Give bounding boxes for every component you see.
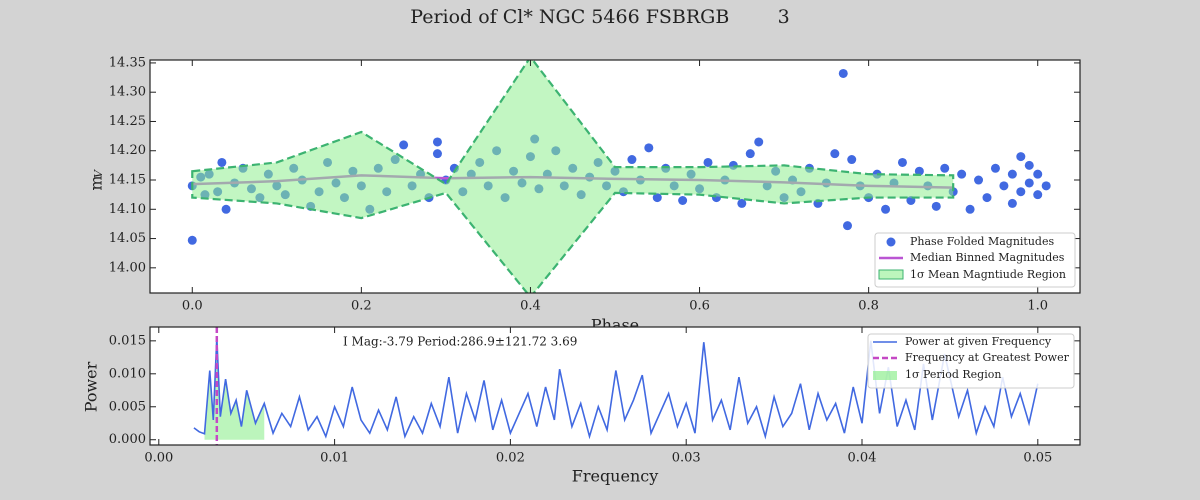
x-tick-label: 0.8 [858, 299, 879, 314]
y-tick-label: 14.15 [109, 173, 146, 188]
legend-box [867, 333, 1075, 389]
y-tick-label: 14.00 [109, 260, 146, 275]
legend: Phase Folded Magnitudes Median Binned Mag… [878, 235, 1066, 281]
data-point [217, 157, 227, 167]
x-tick-label: 0.2 [351, 299, 372, 314]
x-axis-label: Frequency [572, 467, 659, 486]
data-point [1024, 178, 1034, 188]
annotation: I Mag:-3.79 Period:286.9±121.72 3.69 [343, 335, 577, 349]
legend-label: Median Binned Magnitudes [910, 251, 1065, 264]
power-line [193, 337, 1039, 440]
legend-swatch [878, 269, 904, 280]
data-point [221, 204, 231, 214]
x-tick-label: 0.03 [672, 451, 701, 466]
data-point [652, 193, 662, 203]
plot-layer [193, 327, 1039, 445]
y-tick-label: 0.000 [109, 432, 146, 447]
data-point [1041, 181, 1051, 191]
legend-label: Power at given Frequency [905, 335, 1052, 348]
data-point [830, 149, 840, 159]
data-point [1007, 198, 1017, 208]
data-point [1024, 160, 1034, 170]
legend: Power at given Frequency Frequency at Gre… [873, 335, 1070, 381]
axes-frame [149, 59, 1081, 294]
legend-box [874, 232, 1076, 288]
data-point [1016, 187, 1026, 197]
y-tick-label: 14.35 [109, 55, 146, 70]
data-point [1033, 190, 1043, 200]
data-point [843, 221, 852, 231]
x-tick-label: 0.4 [520, 299, 541, 314]
data-point [627, 155, 637, 165]
plot-layer [187, 60, 1051, 293]
data-point [990, 163, 1000, 173]
data-point [399, 140, 409, 150]
x-tick-label: 0.02 [496, 451, 525, 466]
data-point [644, 143, 654, 153]
y-tick-label: 14.30 [109, 85, 146, 100]
y-tick-label: 0.005 [109, 399, 146, 414]
y-tick-label: 14.10 [109, 202, 146, 217]
y-tick-label: 0.015 [109, 333, 146, 348]
y-tick-label: 14.20 [109, 143, 146, 158]
y-axis-label-sub: V [92, 169, 105, 178]
x-tick-label: 0.04 [848, 451, 877, 466]
data-point [1007, 169, 1017, 179]
legend-label: 1σ Mean Magntiude Region [910, 268, 1066, 281]
x-tick-label: 0.00 [144, 451, 173, 466]
data-point [957, 169, 967, 179]
data-point [703, 157, 713, 167]
x-tick-label: 0.0 [182, 299, 203, 314]
y-axis-label: m [87, 175, 106, 190]
figure-title: Period of Cl* NGC 5466 FSBRGB 3 [410, 6, 789, 28]
data-point [914, 166, 924, 176]
data-point [754, 137, 764, 147]
data-point [847, 155, 857, 165]
data-point [838, 68, 848, 78]
legend-swatch [886, 237, 896, 247]
y-tick-label: 0.010 [109, 366, 146, 381]
axes-frame [149, 326, 1081, 446]
x-tick-label: 0.6 [689, 299, 710, 314]
data-point [897, 157, 907, 167]
y-tick-label: 14.05 [109, 231, 146, 246]
data-point [187, 235, 197, 245]
legend-label: 1σ Period Region [905, 368, 1001, 381]
x-tick-label: 0.05 [1023, 451, 1052, 466]
x-tick-label: 0.01 [320, 451, 349, 466]
data-point [965, 204, 975, 214]
data-point [737, 198, 747, 208]
data-point [432, 137, 442, 147]
data-point [1033, 169, 1043, 179]
data-point [999, 181, 1009, 191]
data-point [678, 196, 688, 206]
data-point [982, 193, 992, 203]
x-tick-label: 1.0 [1027, 299, 1048, 314]
data-point [1016, 152, 1026, 162]
data-point [940, 163, 950, 173]
legend-label: Frequency at Greatest Power [905, 351, 1070, 364]
y-axis-label: Power [82, 361, 101, 412]
data-point [931, 201, 941, 211]
data-point [881, 204, 891, 214]
data-point [974, 175, 984, 185]
legend-label: Phase Folded Magnitudes [910, 235, 1054, 248]
y-tick-label: 14.25 [109, 114, 146, 129]
data-point [745, 149, 755, 159]
data-point [432, 149, 442, 159]
legend-swatch [873, 371, 897, 380]
sigma-region [191, 60, 955, 293]
